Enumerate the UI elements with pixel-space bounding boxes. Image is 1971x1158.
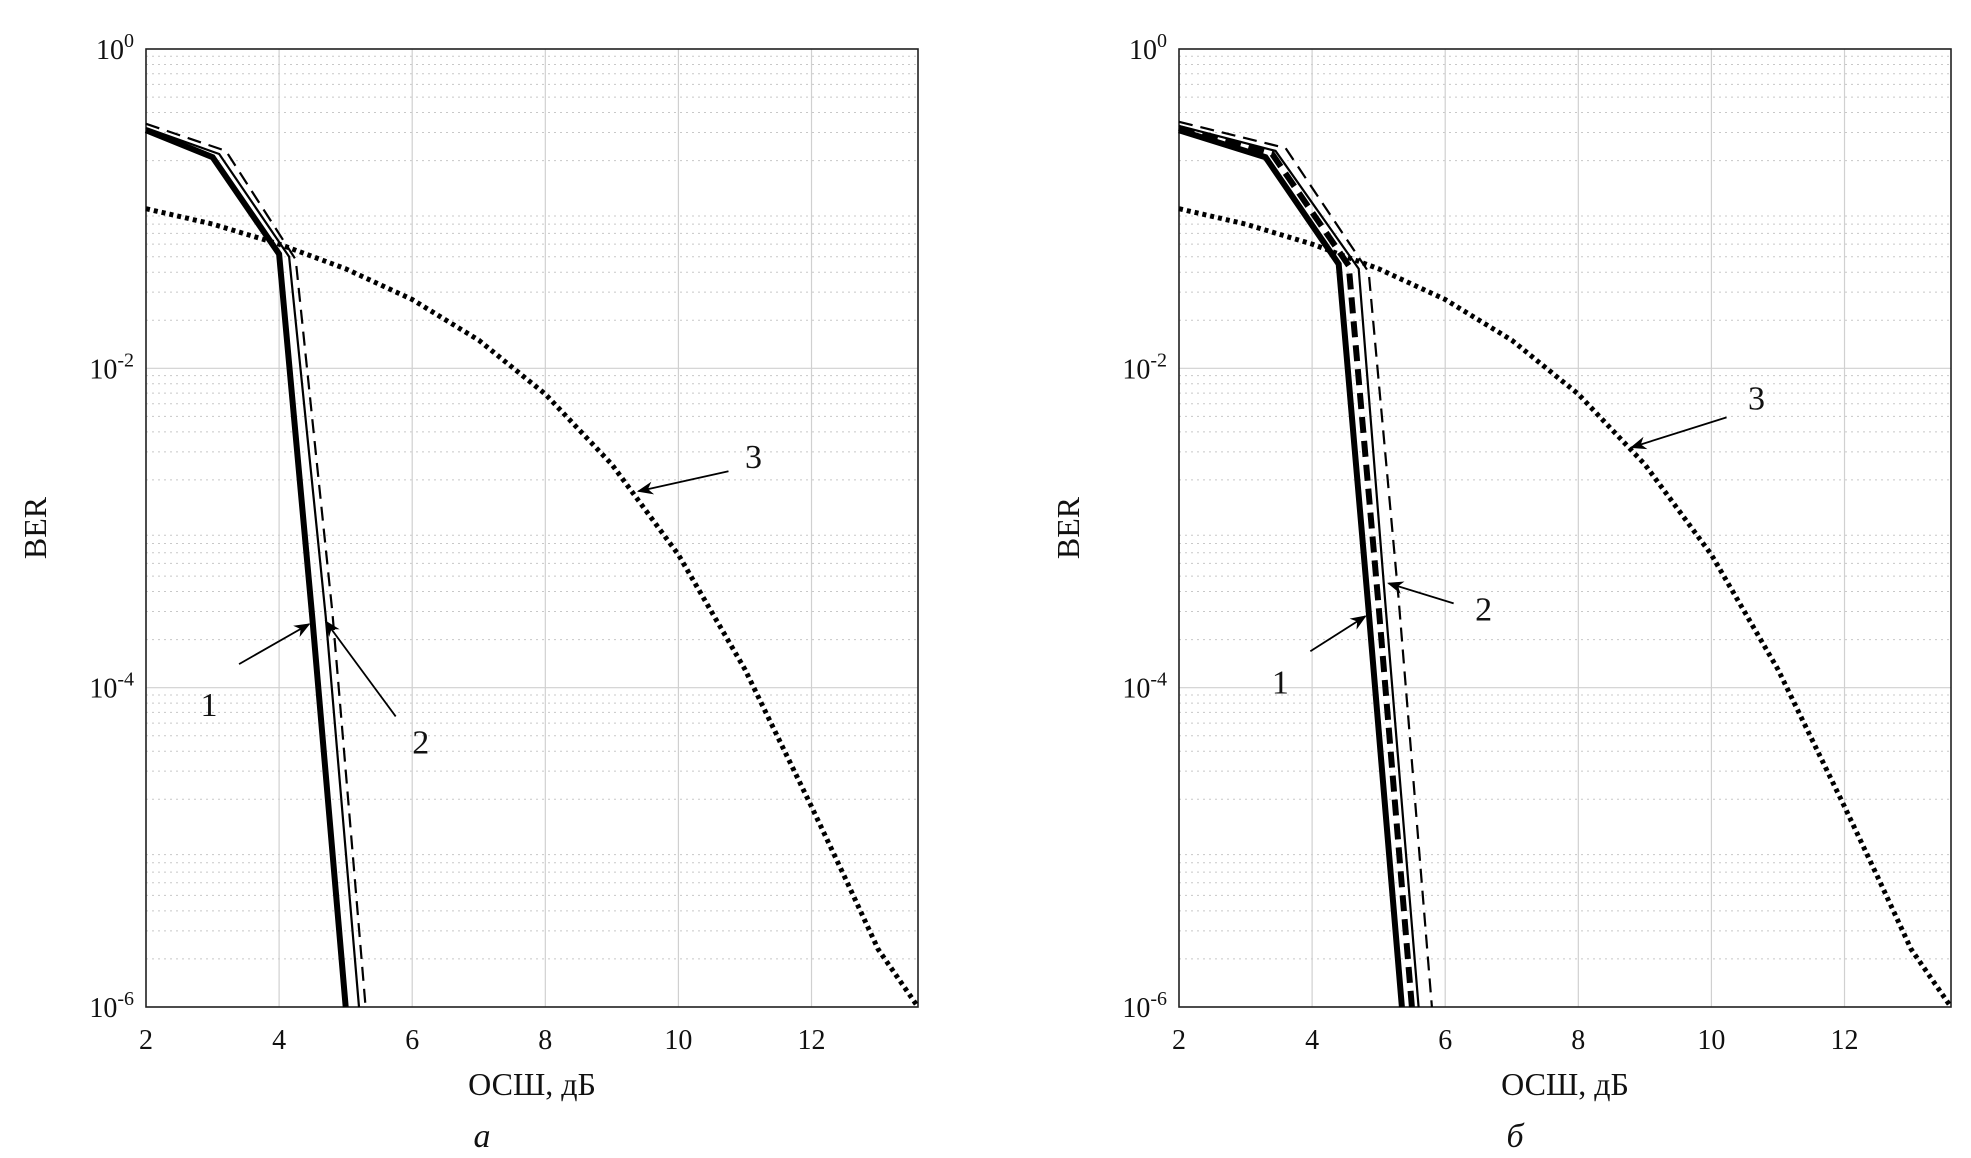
y-tick-label: 10-6 (89, 988, 134, 1024)
series-group (1178, 120, 1954, 1009)
annotations: 1 2 3 (201, 439, 762, 761)
y-tick-base: 10 (1129, 35, 1157, 66)
y-axis-label: BER (1050, 496, 1086, 559)
y-tick-base: 10 (96, 35, 124, 66)
series-line-dotted (145, 206, 921, 1009)
x-axis-label: ОСШ, дБ (468, 1066, 596, 1102)
y-tick-exponent: -2 (117, 349, 134, 371)
series-line-solid-thin (145, 126, 361, 1008)
x-tick-labels: 2 4 6 8 10 12 (139, 1025, 826, 1056)
x-tick-label: 2 (1172, 1025, 1186, 1056)
y-tick-base: 10 (89, 993, 117, 1024)
y-tick-base: 10 (89, 674, 117, 705)
series-line-dotted (1178, 206, 1954, 1009)
annotation-arrow (636, 470, 729, 495)
y-tick-base: 10 (89, 354, 117, 385)
x-tick-label: 4 (1305, 1025, 1319, 1056)
grid (145, 48, 918, 1008)
annotation-label: 2 (1475, 591, 1492, 628)
series-line-dashed (145, 122, 367, 1008)
y-tick-label: 100 (96, 30, 134, 66)
x-tick-label: 12 (798, 1025, 826, 1056)
series-line-solid-thick (144, 127, 349, 1008)
x-axis-label: ОСШ, дБ (1501, 1066, 1629, 1102)
x-tick-label: 6 (405, 1025, 419, 1056)
y-tick-label: 10-2 (89, 349, 134, 385)
x-tick-label: 8 (1571, 1025, 1585, 1056)
y-tick-label: 10-6 (1122, 988, 1167, 1024)
panel-label: б (1506, 1118, 1525, 1155)
annotation-label: 1 (1272, 664, 1289, 701)
series-group (144, 122, 921, 1009)
plot-frame (1178, 48, 1952, 1008)
x-tick-label: 4 (272, 1025, 286, 1056)
y-tick-exponent: -4 (1150, 669, 1167, 691)
y-tick-label: 10-2 (1122, 349, 1167, 385)
series-line-solid-thin (1178, 124, 1420, 1008)
x-tick-label: 12 (1831, 1025, 1859, 1056)
panel-label: а (474, 1118, 491, 1155)
x-tick-label: 6 (1438, 1025, 1452, 1056)
annotation-arrow (1630, 416, 1727, 450)
y-tick-label: 10-4 (1122, 669, 1167, 705)
series-line-dashed-thick (1178, 125, 1415, 1008)
y-tick-label: 10-4 (89, 669, 134, 705)
annotation-arrow (1309, 615, 1367, 653)
y-tick-label: 100 (1129, 30, 1167, 66)
y-axis-label: BER (17, 496, 53, 559)
annotation-label: 1 (201, 687, 218, 724)
annotation-label: 3 (1748, 380, 1765, 417)
y-tick-exponent: -4 (117, 669, 134, 691)
y-tick-exponent: 0 (1157, 30, 1167, 52)
x-tick-label: 10 (1697, 1025, 1725, 1056)
x-tick-label: 10 (664, 1025, 692, 1056)
annotation-label: 2 (412, 724, 429, 761)
annotation-label: 3 (745, 439, 762, 476)
grid (1178, 48, 1951, 1008)
annotations: 1 2 3 (1272, 380, 1765, 701)
y-tick-exponent: -2 (1150, 349, 1167, 371)
x-tick-label: 2 (139, 1025, 153, 1056)
y-tick-base: 10 (1122, 674, 1150, 705)
y-tick-base: 10 (1122, 354, 1150, 385)
y-tick-exponent: 0 (124, 30, 134, 52)
annotation-arrow (1387, 581, 1454, 605)
x-tick-label: 8 (538, 1025, 552, 1056)
series-line-dashed (1178, 120, 1433, 1008)
series-line-solid-thick (1178, 127, 1405, 1008)
x-tick-labels: 2 4 6 8 10 12 (1172, 1025, 1859, 1056)
plot-frame (145, 48, 919, 1008)
annotation-arrow (238, 623, 311, 665)
annotation-arrow (324, 620, 397, 717)
y-tick-exponent: -6 (117, 988, 134, 1010)
y-tick-base: 10 (1122, 993, 1150, 1024)
y-tick-exponent: -6 (1150, 988, 1167, 1010)
